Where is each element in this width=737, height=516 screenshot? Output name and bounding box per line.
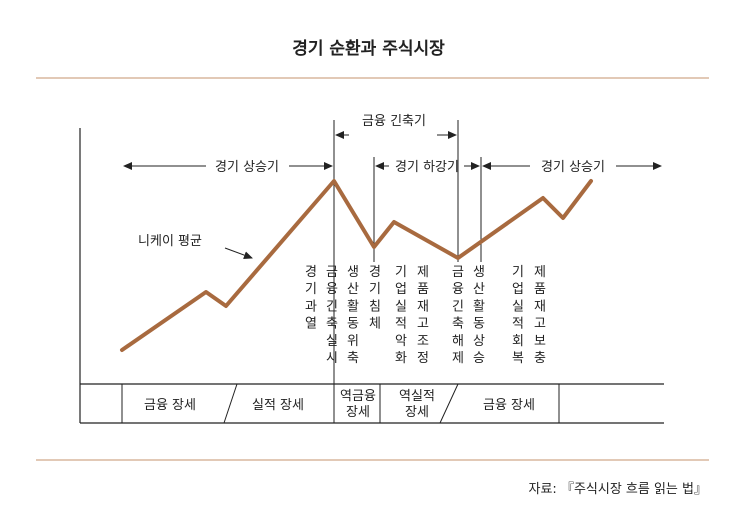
event-char: 과 — [305, 299, 317, 314]
event-char: 적 — [512, 317, 524, 332]
event-char: 금 — [326, 265, 338, 280]
phase-label: 역금융 — [340, 389, 376, 404]
bottom-rule — [36, 459, 709, 461]
event-char: 제 — [417, 265, 429, 280]
event-char: 기 — [369, 282, 381, 297]
event-char: 상 — [473, 334, 485, 349]
event-char: 축 — [347, 351, 359, 366]
event-char: 산 — [347, 282, 359, 297]
event-char: 업 — [512, 282, 524, 297]
event-char: 악 — [395, 334, 407, 349]
series-pointer — [224, 247, 253, 259]
event-char: 재 — [417, 299, 429, 314]
event-char: 침 — [369, 299, 381, 314]
event-char: 실 — [512, 299, 524, 314]
event-char: 산 — [473, 282, 485, 297]
phase-label: 금융 장세 — [483, 398, 535, 413]
event-char: 생 — [473, 265, 485, 280]
event-char: 열 — [305, 317, 317, 332]
event-char: 동 — [347, 317, 359, 332]
event-char: 품 — [534, 282, 546, 297]
event-char: 조 — [417, 334, 429, 349]
event-char: 실 — [326, 334, 338, 349]
event-char: 고 — [417, 317, 429, 332]
source-note: 자료: 『주식시장 흐름 읽는 법』 — [528, 482, 707, 497]
phase-label: 실적 장세 — [252, 398, 304, 413]
event-char: 화 — [395, 351, 407, 366]
event-char: 고 — [534, 317, 546, 332]
top-rule — [36, 77, 709, 79]
event-char: 보 — [534, 334, 546, 349]
event-char: 융 — [452, 282, 464, 297]
event-char: 경 — [305, 265, 317, 280]
event-char: 긴 — [452, 299, 464, 314]
event-char: 기 — [395, 265, 407, 280]
phase-label: 역실적 — [399, 389, 435, 404]
event-char: 실 — [395, 299, 407, 314]
event-char: 긴 — [326, 299, 338, 314]
range-label-left-up: 경기 상승기 — [215, 160, 279, 175]
event-char: 복 — [512, 351, 524, 366]
event-char: 체 — [369, 317, 381, 332]
phase-divider — [439, 383, 459, 424]
event-char: 시 — [326, 351, 338, 366]
event-char: 생 — [347, 265, 359, 280]
range-label-tightening: 금융 긴축기 — [362, 114, 426, 129]
event-char: 기 — [512, 265, 524, 280]
phase-label: 장세 — [405, 405, 429, 420]
event-char: 승 — [473, 351, 485, 366]
event-char: 활 — [473, 299, 485, 314]
range-label-down: 경기 하강기 — [395, 160, 459, 175]
event-char: 융 — [326, 282, 338, 297]
event-char: 해 — [452, 334, 464, 349]
event-char: 업 — [395, 282, 407, 297]
series-label: 니케이 평균 — [138, 234, 202, 249]
event-char: 기 — [305, 282, 317, 297]
business-cycle-diagram: 경기 상승기 금융 긴축기 경기 하강기 경기 상승기 니케이 평균 경기과열금… — [79, 114, 664, 424]
event-char: 적 — [395, 317, 407, 332]
event-char: 정 — [417, 351, 429, 366]
phase-label: 장세 — [346, 405, 370, 420]
event-char: 제 — [452, 351, 464, 366]
event-char: 축 — [326, 317, 338, 332]
event-char: 축 — [452, 317, 464, 332]
range-label-right-up: 경기 상승기 — [541, 160, 605, 175]
event-char: 제 — [534, 265, 546, 280]
nikkei-curve — [120, 179, 593, 352]
phase-label: 금융 장세 — [144, 398, 196, 413]
event-char: 품 — [417, 282, 429, 297]
event-char: 위 — [347, 334, 359, 349]
event-char: 회 — [512, 334, 524, 349]
event-char: 동 — [473, 317, 485, 332]
phase-divider — [223, 383, 238, 424]
event-char: 재 — [534, 299, 546, 314]
event-char: 활 — [347, 299, 359, 314]
event-char: 금 — [452, 265, 464, 280]
event-labels: 경기과열금융긴축실시생산활동위축경기침체기업실적악화제품재고조정금융긴축해제생산… — [305, 265, 546, 366]
event-char: 충 — [534, 351, 546, 366]
page-title: 경기 순환과 주식시장 — [292, 39, 445, 59]
event-char: 경 — [369, 265, 381, 280]
